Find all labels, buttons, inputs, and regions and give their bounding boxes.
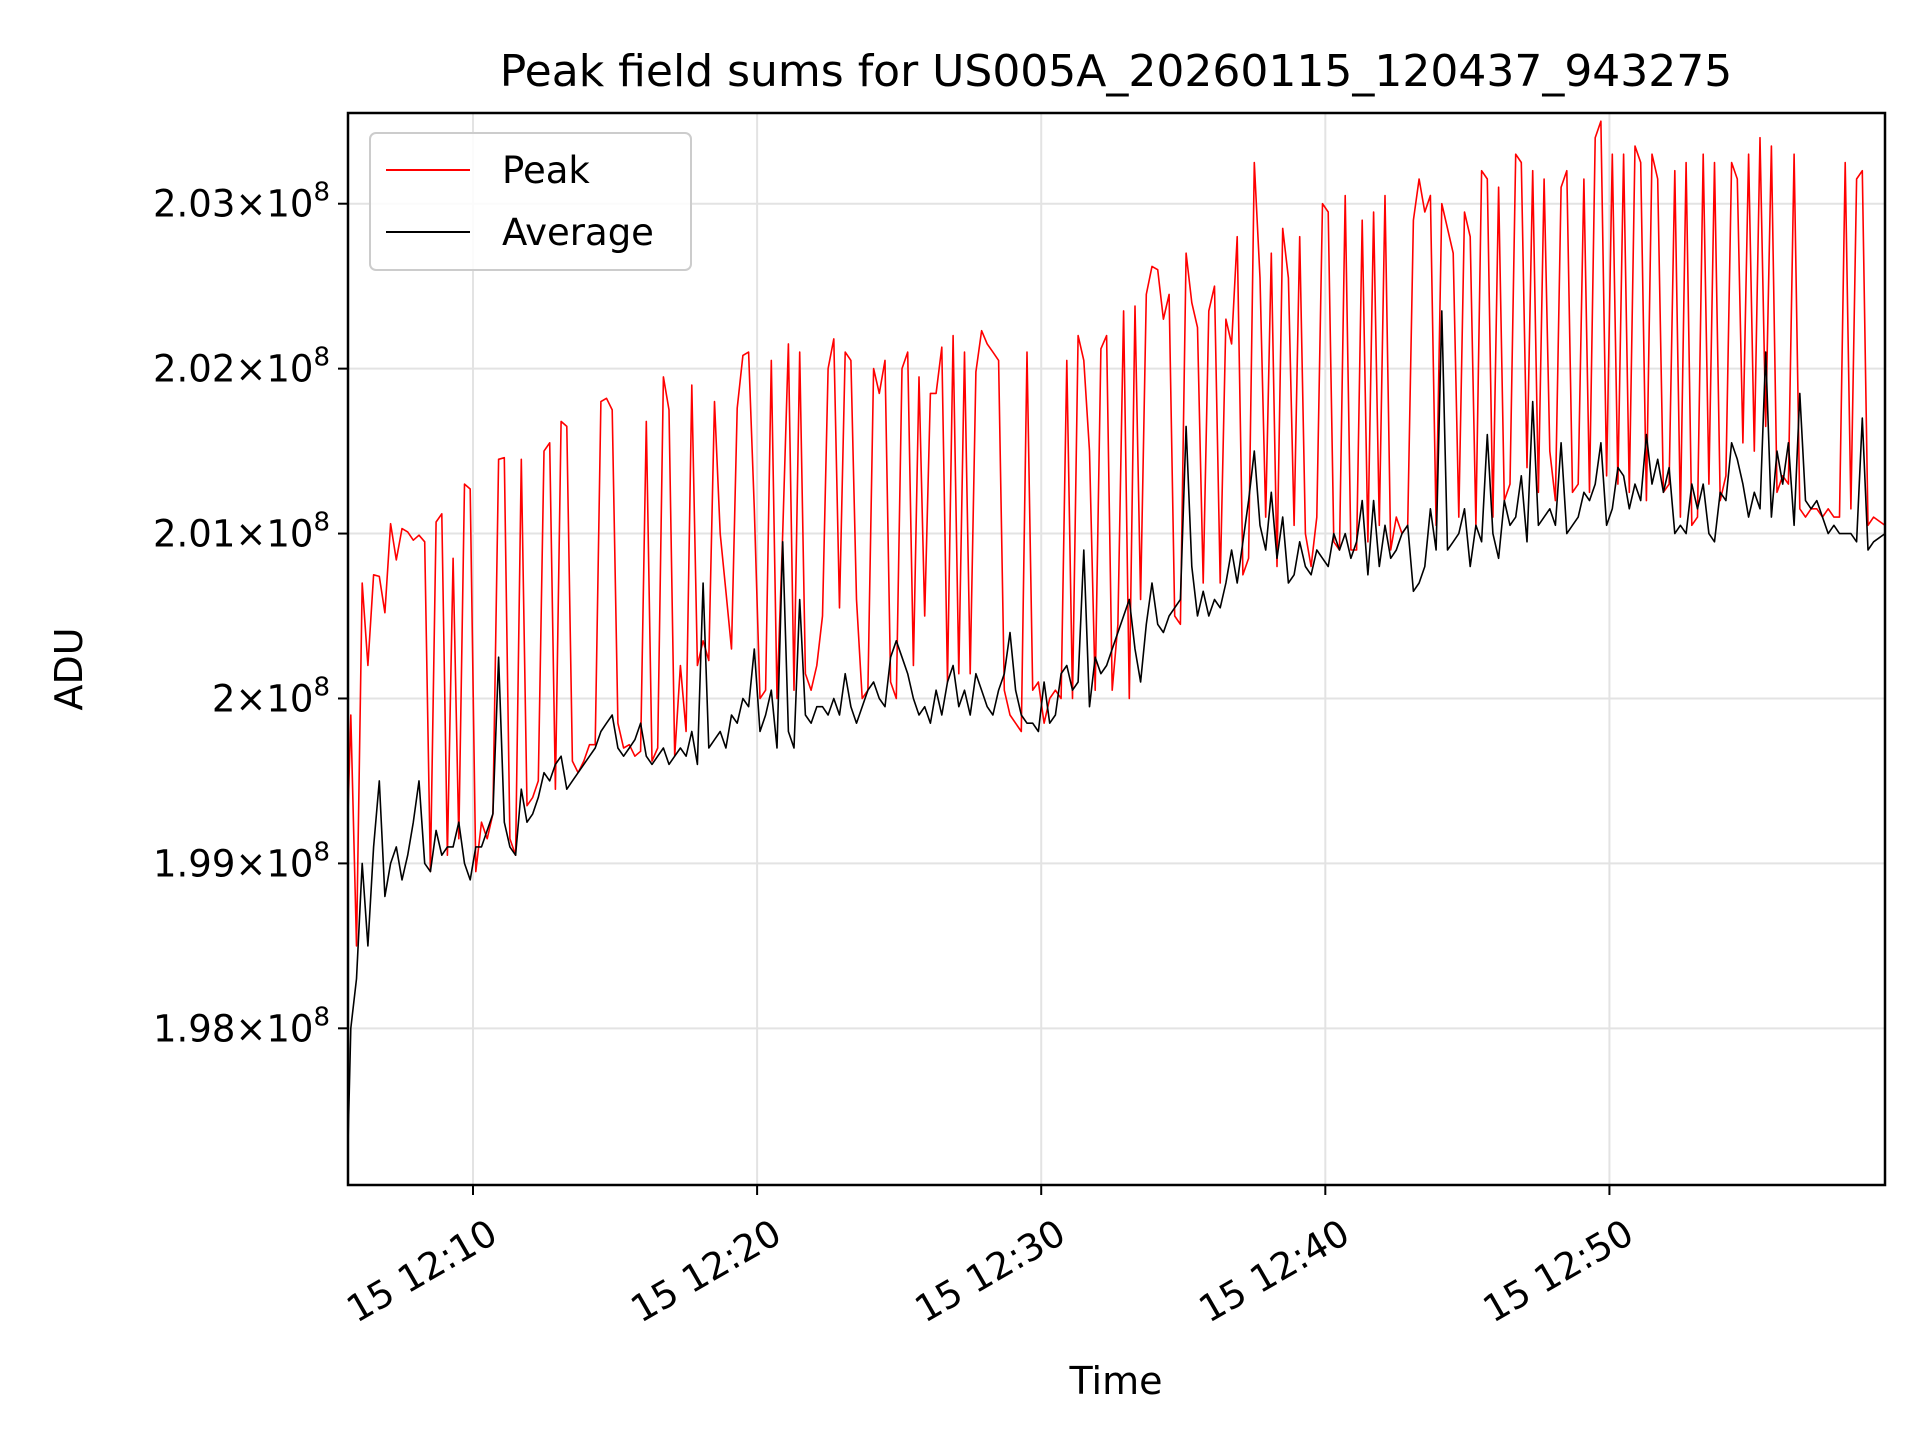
y-axis-label: ADU [47,627,91,710]
x-axis-label: Time [1069,1359,1163,1403]
y-tick-label: 2.01×108 [153,508,330,556]
y-tick-label: 1.99×108 [153,837,330,885]
x-tick-label: 15 12:10 [339,1211,504,1331]
x-tick-label: 15 12:50 [1476,1211,1641,1331]
series-line-peak [348,120,1885,947]
y-axis: 1.98×108 1.99×108 2×108 2.01×108 2.02×108 2.0… [153,178,348,1050]
y-tick-label: 2×108 [212,672,330,720]
y-tick-label: 1.98×108 [153,1002,330,1050]
legend-label-average: Average [502,211,654,254]
plot-frame [346,111,1887,1187]
series-line-average [348,310,1885,1144]
legend-label-peak: Peak [502,149,590,192]
y-tick-label: 2.02×108 [153,343,330,391]
x-tick-label: 15 12:20 [624,1211,789,1331]
x-axis: 15 12:10 15 12:20 15 12:30 15 12:40 15 12:50 [339,1185,1641,1331]
series-layer [348,120,1885,1144]
y-tick-label: 2.03×108 [153,178,330,226]
x-tick-label: 15 12:30 [908,1211,1073,1331]
chart-title: Peak field sums for US005A_20260115_1204… [500,46,1733,97]
legend: Peak Average [369,132,692,271]
legend-box [369,132,692,271]
x-tick-label: 15 12:40 [1192,1211,1357,1331]
